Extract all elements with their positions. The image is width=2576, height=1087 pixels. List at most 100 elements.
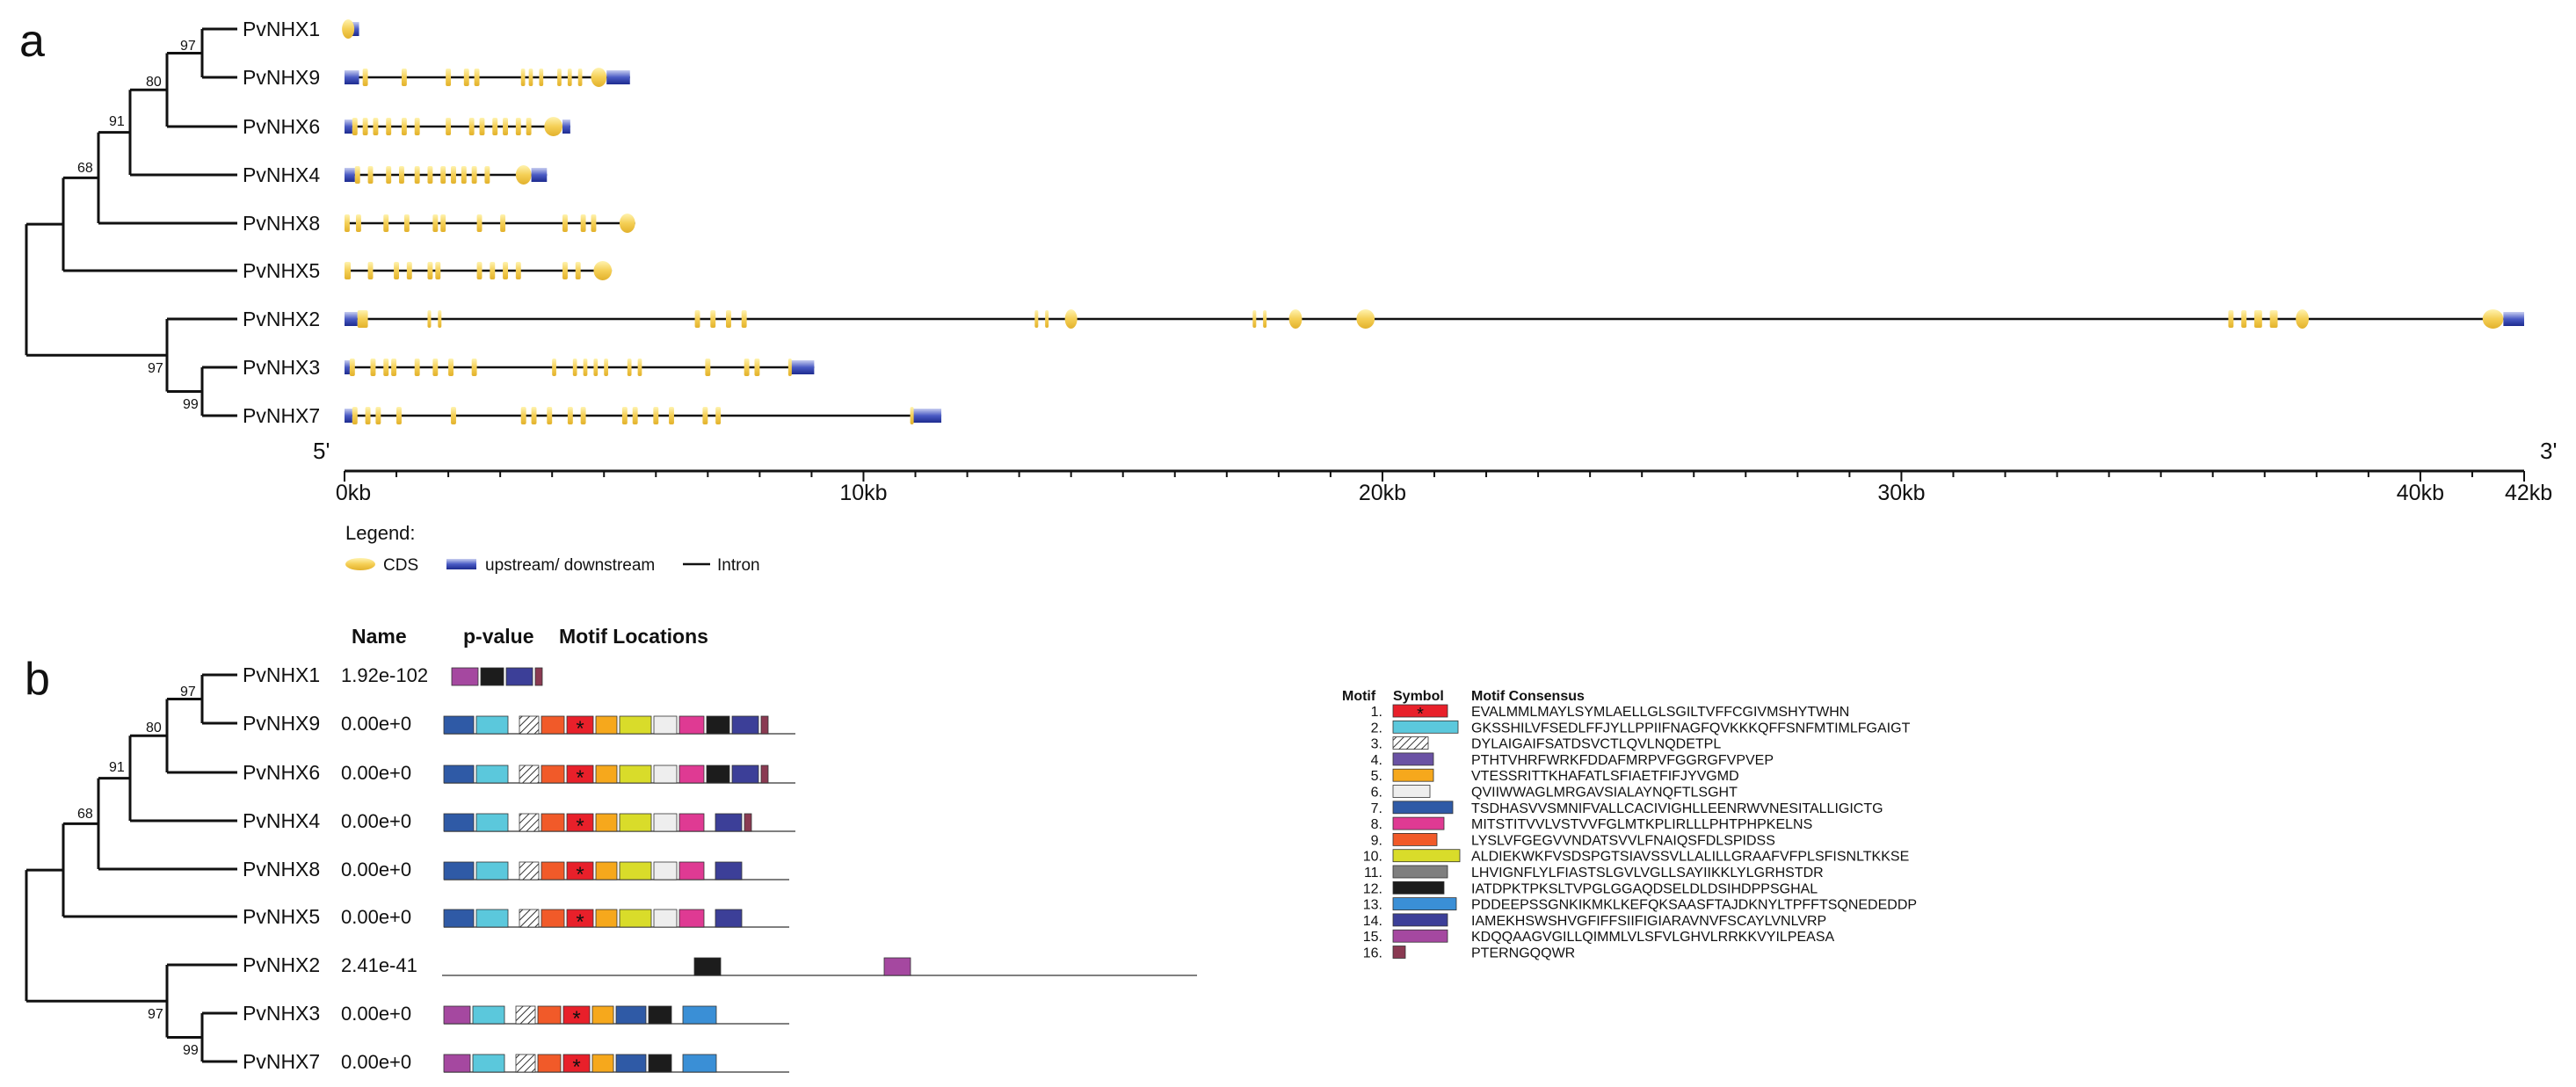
motif-box — [475, 715, 509, 735]
cds-block — [440, 214, 446, 232]
cds-block — [451, 166, 456, 184]
cds-block — [562, 262, 568, 279]
motif-box — [653, 715, 678, 735]
cds-block — [446, 69, 452, 86]
cds-block — [375, 407, 381, 424]
motif-box — [480, 667, 504, 686]
legend-utr-label: upstream/ downstream — [485, 556, 655, 575]
motif-box — [595, 715, 618, 735]
cds-block — [345, 262, 352, 279]
motif-row-pvalue: 0.00e+0 — [341, 762, 411, 784]
cds-block — [386, 118, 392, 135]
cds-block — [446, 118, 452, 135]
motif-number: 9. — [1371, 833, 1382, 848]
kb-axis: 5' 3' 0kb 10kb 20kb 30kb 40kb 42kb — [313, 438, 2557, 505]
cds-block — [401, 69, 407, 86]
motif-row-pvnhx7: PvNHX7 0.00e+0 * — [243, 1050, 789, 1079]
motif-box — [443, 765, 475, 784]
motif-box — [519, 909, 540, 928]
cds-block — [710, 310, 716, 328]
motif-box — [678, 909, 705, 928]
motif-consensus: QVIIWWAGLMRGAVSIALAYNQFTLSGHT — [1471, 786, 1738, 801]
tree-b — [25, 673, 237, 1063]
cds-block — [910, 407, 914, 424]
motif-box — [744, 813, 752, 832]
cds-block — [365, 407, 371, 424]
panel-b-label: b — [25, 654, 50, 705]
bootstrap-97b: 97 — [148, 361, 163, 376]
motif-entry-12: 12. IATDPKTPKSLTVPGLGGAQDSELDLDSIHDPPSGHA… — [1363, 880, 1818, 896]
motif-row-pvnhx2: PvNHX2 2.41e-41 — [243, 953, 1197, 976]
utr-block — [912, 409, 942, 423]
motif-number: 13. — [1363, 898, 1382, 913]
cds-block — [557, 69, 562, 86]
gene-name-pvnhx2: PvNHX2 — [243, 308, 320, 330]
utr-block — [562, 120, 570, 134]
panel-b-headers: Name p-value Motif Locations — [352, 625, 708, 648]
motif-symbol — [1392, 801, 1454, 815]
motif-entry-15: 15. KDQQAAGVGILLQIMMLVLSFVLGHVLRRKKVYILPE… — [1363, 929, 1835, 945]
panel-a: a 97 80 91 68 97 99 PvNHX1PvNHX9PvNHX6Pv… — [19, 16, 2557, 575]
motif-entry-14: 14. IAMEKHSWSHVGFIFFSIIFIGIARAVNVFSCAYLVN… — [1363, 913, 1826, 929]
gene-name-pvnhx9: PvNHX9 — [243, 66, 320, 89]
motif-symbol — [1392, 913, 1448, 927]
motif-number: 7. — [1371, 801, 1382, 816]
axis-ticks — [344, 471, 2525, 482]
gene-name-pvnhx7: PvNHX7 — [243, 404, 320, 427]
cds-block — [370, 359, 376, 376]
cds-block — [357, 310, 368, 328]
cds-block — [362, 69, 368, 86]
symbol-col-header: Symbol — [1393, 689, 1444, 704]
motif-box — [562, 1005, 591, 1025]
cds-block — [1045, 310, 1049, 328]
gene-name-pvnhx8: PvNHX8 — [243, 212, 320, 235]
cds-block — [355, 214, 361, 232]
motif-number: 2. — [1371, 721, 1382, 736]
motif-consensus: PTERNGQQWR — [1471, 946, 1575, 961]
cds-block — [492, 118, 498, 135]
motif-entry-9: 9. LYSLVFGEGVVNDATSVVLFNAIQSFDLSPIDSS — [1371, 833, 1775, 848]
motif-row-pvalue: 2.41e-41 — [341, 954, 417, 976]
motif-box — [515, 1005, 536, 1025]
motif-row-name: PvNHX2 — [243, 953, 320, 976]
gene-structure-pvnhx9 — [345, 68, 630, 87]
cds-block — [552, 359, 556, 376]
motif-box — [541, 909, 565, 928]
motif-box — [443, 861, 475, 880]
motif-consensus: IAMEKHSWSHVGFIFFSIIFIGIARAVNVFSCAYLVNLVR… — [1471, 914, 1826, 929]
motif-symbol — [1392, 880, 1445, 895]
gene-structure-pvnhx4 — [345, 165, 548, 185]
cds-block — [427, 310, 432, 328]
cds-block — [2253, 310, 2262, 328]
cds-block — [394, 262, 399, 279]
motif-table-rows: 1. * EVALMMLMAYLSYMLAELLGLSGILTVFFCGIVMSHY… — [1363, 704, 1917, 961]
cds-block — [352, 407, 358, 424]
cds-block — [440, 166, 446, 184]
cds-block — [627, 359, 632, 376]
cds-block — [427, 262, 433, 279]
motif-consensus: ALDIEKWKFVSDSPGTSIAVSSVLLALILLGRAAFVFPLS… — [1471, 850, 1909, 865]
motif-box — [595, 813, 618, 832]
legend-utr-symbol — [446, 559, 476, 569]
cds-block — [484, 166, 490, 184]
motif-symbol — [1392, 752, 1434, 766]
cds-block — [577, 69, 583, 86]
motif-box — [443, 715, 475, 735]
motif-box — [682, 1005, 717, 1025]
motif-row-pvnhx9: PvNHX9 0.00e+0 * — [243, 712, 795, 741]
cds-block — [349, 359, 355, 376]
motif-number: 11. — [1364, 866, 1382, 880]
motif-row-pvalue: 0.00e+0 — [341, 906, 411, 928]
gene-structure-pvnhx6 — [345, 117, 570, 136]
motif-symbol — [1392, 929, 1448, 943]
motif-symbol — [1392, 946, 1406, 959]
motif-box — [595, 765, 618, 784]
cds-block — [1064, 309, 1078, 329]
motif-box — [731, 715, 759, 735]
motif-box — [541, 765, 565, 784]
cds-block — [547, 407, 553, 424]
motif-number: 6. — [1371, 786, 1382, 801]
cds-block — [403, 214, 410, 232]
motif-row-pvalue: 0.00e+0 — [341, 859, 411, 880]
